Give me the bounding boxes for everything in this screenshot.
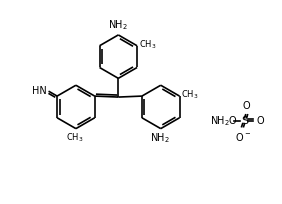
Text: CH$_3$: CH$_3$ <box>182 89 199 101</box>
Text: NH$_2$: NH$_2$ <box>108 18 128 32</box>
Text: S: S <box>241 116 248 126</box>
Text: NH$_2$O: NH$_2$O <box>210 114 238 128</box>
Text: O: O <box>256 116 264 126</box>
Text: HN: HN <box>32 86 47 96</box>
Text: CH$_3$: CH$_3$ <box>66 132 84 144</box>
Text: O$^-$: O$^-$ <box>235 131 251 143</box>
Text: CH$_3$: CH$_3$ <box>139 39 157 51</box>
Text: NH$_2$: NH$_2$ <box>150 132 170 145</box>
Text: O: O <box>243 101 250 111</box>
